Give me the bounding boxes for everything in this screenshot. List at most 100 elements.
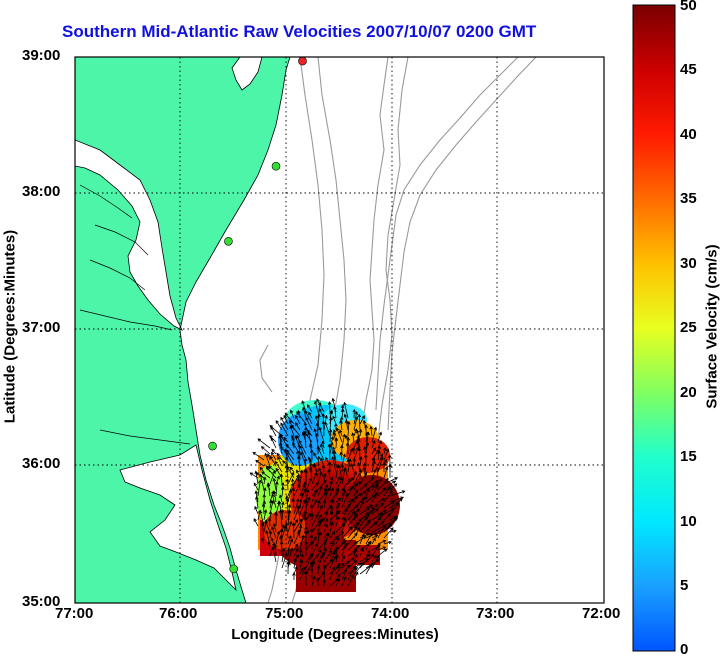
- velocity-arrow: [314, 400, 319, 413]
- velocity-arrow: [359, 500, 365, 509]
- velocity-arrow: [323, 547, 328, 557]
- colorbar-tick: 5: [680, 577, 689, 594]
- velocity-arrow: [341, 526, 353, 539]
- velocity-arrow: [334, 422, 338, 431]
- velocity-arrow: [296, 469, 301, 479]
- velocity-arrow: [371, 504, 379, 509]
- velocity-arrow: [377, 449, 381, 461]
- velocity-arrow: [296, 411, 307, 425]
- velocity-arrow: [310, 449, 314, 461]
- velocity-arrow: [328, 461, 332, 473]
- velocity-arrow: [272, 522, 277, 533]
- station-marker: [224, 236, 233, 246]
- velocity-arrow: [389, 480, 397, 485]
- velocity-arrow: [317, 491, 328, 503]
- velocity-arrow: [274, 460, 283, 473]
- velocity-arrow: [389, 483, 398, 491]
- velocity-arrow: [253, 482, 259, 491]
- velocity-arrow: [311, 482, 319, 491]
- velocity-arrow: [347, 565, 356, 581]
- velocity-arrow: [329, 480, 334, 491]
- velocity-arrow: [358, 428, 363, 437]
- velocity-arrow: [339, 429, 343, 437]
- velocity-arrow: [276, 452, 283, 461]
- velocity-arrow: [371, 537, 376, 545]
- velocity-arrow: [359, 471, 368, 485]
- velocity-arrow: [359, 513, 370, 521]
- velocity-arrow: [347, 447, 354, 461]
- velocity-arrow: [299, 566, 307, 581]
- velocity-arrow: [285, 497, 290, 515]
- velocity-arrow: [292, 572, 296, 581]
- velocity-arrow: [260, 446, 271, 455]
- velocity-arrow: [345, 442, 350, 455]
- velocity-arrow: [389, 529, 397, 534]
- velocity-arrow: [267, 541, 271, 551]
- velocity-arrow: [343, 401, 349, 419]
- velocity-arrow: [304, 410, 313, 425]
- map-grid: [75, 57, 604, 603]
- velocity-arrow: [328, 428, 333, 443]
- velocity-arrow: [323, 517, 329, 527]
- colorbar-tick: 50: [680, 0, 697, 14]
- velocity-arrow: [359, 507, 371, 515]
- station-marker: [271, 161, 281, 171]
- velocity-arrow: [341, 478, 351, 491]
- velocity-arrow: [315, 422, 320, 437]
- velocity-arrow: [287, 520, 293, 533]
- y-tick-label: 35:00: [22, 593, 61, 610]
- velocity-arrow: [283, 414, 289, 425]
- velocity-arrow: [255, 459, 265, 467]
- velocity-arrow: [353, 416, 359, 431]
- velocity-arrow: [371, 440, 376, 449]
- velocity-arrow: [353, 548, 358, 557]
- velocity-arrow: [323, 523, 328, 533]
- velocity-arrow: [389, 502, 399, 515]
- velocity-arrow: [363, 462, 367, 473]
- velocity-arrow: [286, 465, 295, 479]
- velocity-arrow: [271, 526, 277, 539]
- velocity-arrow: [267, 453, 271, 461]
- velocity-arrow: [377, 498, 386, 503]
- map-title: Southern Mid-Atlantic Raw Velocities 200…: [62, 22, 537, 41]
- velocity-arrow: [310, 513, 314, 521]
- velocity-arrow: [317, 514, 323, 521]
- velocity-arrow: [279, 473, 284, 485]
- velocity-arrow: [279, 540, 284, 557]
- delaware-bay: [231, 57, 263, 91]
- station-marker: [298, 57, 307, 66]
- velocity-arrow: [316, 577, 320, 587]
- velocity-arrow: [335, 523, 346, 533]
- velocity-arrow: [317, 471, 323, 485]
- velocity-arrow: [311, 472, 318, 485]
- velocity-arrow: [285, 478, 290, 491]
- velocity-arrow: [377, 512, 384, 521]
- velocity-arrow: [331, 449, 337, 467]
- velocity-arrow: [274, 511, 278, 527]
- velocity-arrow: [293, 518, 303, 533]
- velocity-arrow: [262, 476, 267, 485]
- colorbar-tick: 40: [680, 126, 697, 143]
- velocity-arrow: [335, 476, 341, 485]
- velocity-arrow: [377, 539, 387, 545]
- velocity-arrow: [353, 489, 359, 497]
- velocity-arrow: [278, 509, 283, 527]
- velocity-arrow: [334, 437, 339, 449]
- velocity-arrow: [321, 440, 325, 449]
- velocity-arrow: [371, 426, 378, 443]
- velocity-arrow: [329, 441, 334, 455]
- velocity-arrow: [259, 466, 265, 473]
- velocity-arrow: [281, 486, 285, 497]
- velocity-arrow: [365, 492, 379, 503]
- velocity-arrow: [335, 540, 347, 551]
- velocity-arrow: [254, 495, 259, 509]
- velocity-arrow: [318, 426, 325, 443]
- velocity-arrow: [321, 420, 326, 437]
- colorbar-tick: 45: [680, 61, 697, 78]
- velocity-arrow: [269, 455, 277, 467]
- velocity-arrow: [317, 504, 323, 515]
- velocity-arrow: [347, 525, 358, 539]
- velocity-arrow: [335, 537, 340, 545]
- velocity-arrow: [316, 398, 325, 413]
- velocity-arrow: [272, 477, 277, 491]
